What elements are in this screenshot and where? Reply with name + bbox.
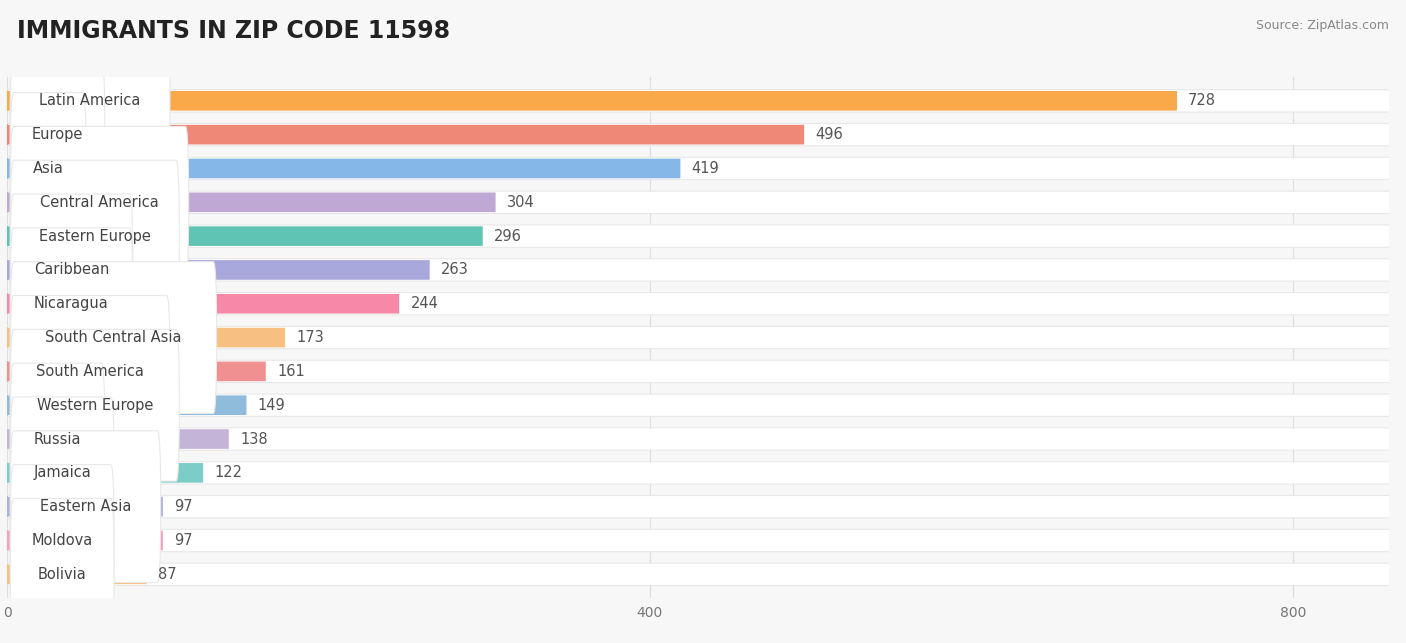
Text: 419: 419 [692, 161, 720, 176]
Text: Latin America: Latin America [39, 93, 141, 108]
FancyBboxPatch shape [7, 530, 163, 550]
FancyBboxPatch shape [7, 192, 495, 212]
Text: 149: 149 [257, 398, 285, 413]
Text: Nicaragua: Nicaragua [34, 296, 108, 311]
FancyBboxPatch shape [4, 394, 1392, 417]
FancyBboxPatch shape [10, 228, 132, 379]
FancyBboxPatch shape [4, 225, 1392, 248]
FancyBboxPatch shape [7, 565, 146, 584]
FancyBboxPatch shape [7, 463, 202, 483]
Text: 263: 263 [441, 262, 468, 277]
Text: Bolivia: Bolivia [38, 567, 87, 582]
FancyBboxPatch shape [4, 327, 1392, 349]
FancyBboxPatch shape [4, 293, 1392, 315]
Text: 728: 728 [1188, 93, 1216, 108]
Text: Western Europe: Western Europe [37, 398, 153, 413]
Text: 87: 87 [157, 567, 177, 582]
FancyBboxPatch shape [4, 529, 1392, 552]
Text: 496: 496 [815, 127, 844, 142]
FancyBboxPatch shape [4, 258, 1392, 281]
Text: 244: 244 [411, 296, 439, 311]
FancyBboxPatch shape [7, 260, 430, 280]
FancyBboxPatch shape [4, 123, 1392, 146]
FancyBboxPatch shape [10, 363, 104, 515]
FancyBboxPatch shape [10, 59, 104, 210]
Text: 161: 161 [277, 364, 305, 379]
FancyBboxPatch shape [7, 125, 804, 145]
FancyBboxPatch shape [10, 498, 114, 643]
Text: IMMIGRANTS IN ZIP CODE 11598: IMMIGRANTS IN ZIP CODE 11598 [17, 19, 450, 43]
FancyBboxPatch shape [10, 465, 114, 617]
Text: Central America: Central America [39, 195, 159, 210]
FancyBboxPatch shape [10, 160, 180, 312]
FancyBboxPatch shape [7, 430, 229, 449]
FancyBboxPatch shape [4, 89, 1392, 112]
Text: Asia: Asia [32, 161, 63, 176]
Text: 296: 296 [494, 229, 522, 244]
Text: South Central Asia: South Central Asia [45, 330, 181, 345]
FancyBboxPatch shape [4, 158, 1392, 179]
Text: Russia: Russia [34, 431, 82, 446]
FancyBboxPatch shape [7, 294, 399, 314]
Text: 97: 97 [174, 533, 193, 548]
FancyBboxPatch shape [10, 262, 217, 413]
Text: South America: South America [37, 364, 143, 379]
Text: Eastern Europe: Eastern Europe [39, 229, 150, 244]
FancyBboxPatch shape [7, 395, 246, 415]
Text: Eastern Asia: Eastern Asia [39, 499, 131, 514]
FancyBboxPatch shape [7, 361, 266, 381]
FancyBboxPatch shape [4, 360, 1392, 383]
FancyBboxPatch shape [10, 194, 132, 346]
Text: Caribbean: Caribbean [34, 262, 110, 277]
Text: 138: 138 [240, 431, 267, 446]
Text: Source: ZipAtlas.com: Source: ZipAtlas.com [1256, 19, 1389, 32]
Text: Jamaica: Jamaica [34, 466, 91, 480]
FancyBboxPatch shape [10, 431, 160, 583]
FancyBboxPatch shape [10, 25, 170, 177]
FancyBboxPatch shape [7, 91, 1177, 111]
Text: 304: 304 [506, 195, 534, 210]
FancyBboxPatch shape [10, 127, 188, 278]
FancyBboxPatch shape [10, 397, 114, 548]
Text: 97: 97 [174, 499, 193, 514]
FancyBboxPatch shape [4, 563, 1392, 586]
Text: 173: 173 [297, 330, 323, 345]
FancyBboxPatch shape [7, 226, 482, 246]
FancyBboxPatch shape [7, 159, 681, 178]
Text: 122: 122 [214, 466, 242, 480]
FancyBboxPatch shape [7, 328, 285, 347]
FancyBboxPatch shape [10, 329, 180, 481]
Text: Moldova: Moldova [31, 533, 93, 548]
FancyBboxPatch shape [7, 497, 163, 516]
FancyBboxPatch shape [4, 191, 1392, 213]
FancyBboxPatch shape [10, 296, 170, 448]
FancyBboxPatch shape [4, 496, 1392, 518]
Text: Europe: Europe [32, 127, 83, 142]
FancyBboxPatch shape [10, 93, 86, 244]
FancyBboxPatch shape [4, 462, 1392, 484]
FancyBboxPatch shape [4, 428, 1392, 450]
